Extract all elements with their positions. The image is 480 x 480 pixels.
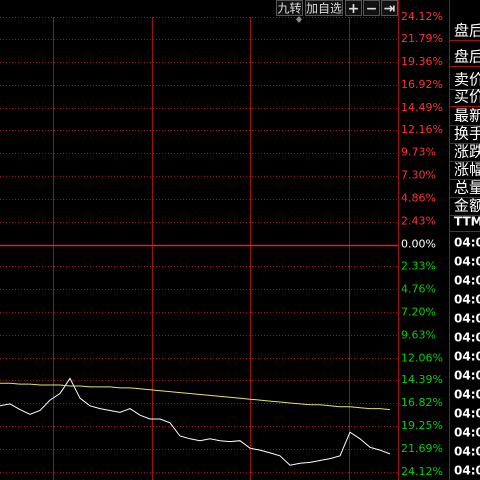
y-tick-label: 7.20% bbox=[401, 305, 436, 318]
side-content: 盘后盘后卖价买价最新换手涨跌涨幅总量金额TTM04:004:004:004:00… bbox=[450, 22, 480, 478]
time-label: 04:0 bbox=[454, 388, 480, 402]
field-label: 最新 bbox=[454, 107, 480, 125]
y-tick-label: 7.30% bbox=[401, 169, 436, 182]
y-tick-label: 9.73% bbox=[401, 146, 436, 159]
y-tick-label: 21.69% bbox=[401, 442, 443, 455]
side-panel: 盘后盘后卖价买价最新换手涨跌涨幅总量金额TTM04:004:004:004:00… bbox=[450, 22, 480, 478]
field-label: 金额 bbox=[454, 197, 480, 215]
toolbar-label[interactable]: − bbox=[366, 1, 378, 17]
toolbar-label[interactable]: 九转 bbox=[277, 1, 301, 16]
y-tick-label: 21.79% bbox=[401, 32, 443, 45]
field-label: 买价 bbox=[454, 88, 480, 106]
y-tick-label: 9.63% bbox=[401, 328, 436, 341]
y-tick-label: 12.06% bbox=[401, 351, 443, 364]
grid bbox=[0, 17, 398, 473]
vertical-grid bbox=[53, 0, 450, 480]
toolbar-button[interactable] bbox=[363, 0, 380, 16]
field-label: 换手 bbox=[454, 125, 480, 143]
time-label: 04:0 bbox=[454, 426, 480, 440]
time-label: 04:0 bbox=[454, 464, 480, 478]
toolbar-label[interactable]: ⇥ bbox=[384, 1, 396, 17]
y-tick-label: 19.25% bbox=[401, 419, 443, 432]
y-tick-label: 16.92% bbox=[401, 78, 443, 91]
time-label: 04:0 bbox=[454, 369, 480, 383]
toolbar-button[interactable] bbox=[345, 0, 362, 16]
time-label: 04:0 bbox=[454, 445, 480, 459]
field-label: TTM bbox=[454, 215, 480, 229]
y-tick-label: 14.49% bbox=[401, 101, 443, 114]
field-label: 涨幅 bbox=[454, 161, 480, 179]
time-label: 04:0 bbox=[454, 255, 480, 269]
time-label: 04:0 bbox=[454, 312, 480, 326]
field-label: 盘后 bbox=[454, 48, 480, 66]
y-tick-label: 24.12% bbox=[401, 10, 443, 23]
y-tick-label: 16.82% bbox=[401, 396, 443, 409]
y-tick-label: 14.39% bbox=[401, 373, 443, 386]
time-label: 04:0 bbox=[454, 236, 480, 250]
y-tick-label: 24.12% bbox=[401, 465, 443, 478]
y-tick-label: 19.36% bbox=[401, 55, 443, 68]
toolbar-button[interactable] bbox=[276, 0, 303, 16]
toolbar-button[interactable] bbox=[381, 0, 398, 16]
plot bbox=[0, 377, 391, 466]
y-tick-label: 4.76% bbox=[401, 282, 436, 295]
y-axis: 24.12% 21.79% 19.36% 16.92% 14.49% 12.16% 9.73… bbox=[401, 10, 443, 478]
price-line bbox=[0, 382, 391, 411]
y-tick-label: 2.43% bbox=[401, 215, 436, 228]
time-label: 04:0 bbox=[454, 407, 480, 421]
y-tick-label: 2.33% bbox=[401, 259, 436, 272]
time-label: 04:0 bbox=[454, 350, 480, 364]
time-label: 04:0 bbox=[454, 331, 480, 345]
field-label: 卖价 bbox=[454, 71, 480, 89]
time-label: 04:0 bbox=[454, 274, 480, 288]
toolbar-button[interactable] bbox=[305, 0, 343, 16]
field-label: 涨跌 bbox=[454, 143, 480, 161]
y-tick-label: 0.00% bbox=[401, 238, 436, 251]
toolbar-label[interactable]: + bbox=[348, 1, 360, 17]
y-tick-label: 12.16% bbox=[401, 123, 443, 136]
field-label: 盘后 bbox=[454, 22, 480, 40]
field-label: 总量 bbox=[454, 179, 480, 197]
y-tick-label: 4.86% bbox=[401, 192, 436, 205]
time-label: 04:0 bbox=[454, 293, 480, 307]
toolbar-label[interactable]: 加自选 bbox=[306, 2, 342, 16]
toolbar: 九转 加自选 + − ⇥ bbox=[276, 0, 398, 17]
